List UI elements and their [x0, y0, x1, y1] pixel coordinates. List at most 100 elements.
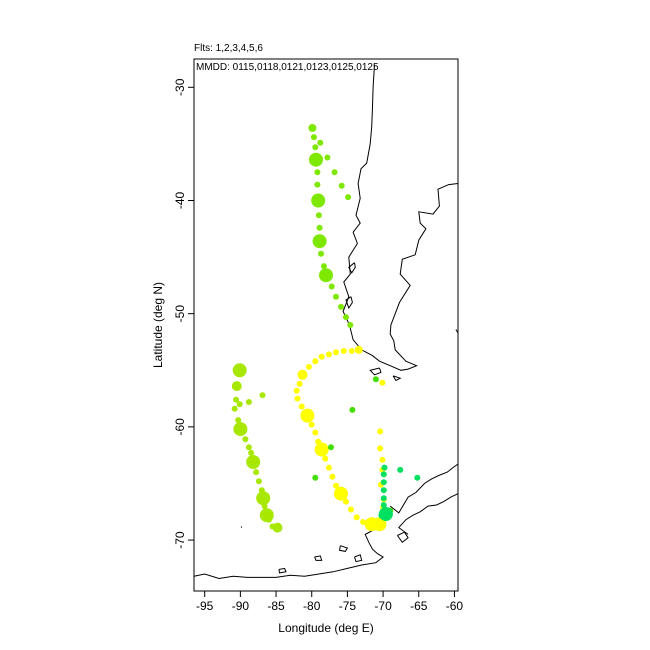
track-point	[360, 519, 367, 525]
y-tick-label: -70	[173, 531, 187, 549]
island-5	[314, 555, 323, 561]
x-tick-label: -85	[267, 599, 285, 613]
island-0	[345, 296, 353, 310]
track-point	[312, 144, 319, 151]
track-point	[331, 169, 338, 176]
track-point	[348, 348, 355, 354]
x-tick-label: -75	[339, 599, 357, 613]
track-point	[353, 514, 360, 521]
coastline-3	[398, 493, 459, 535]
track-point	[329, 473, 336, 480]
track-point	[345, 194, 352, 201]
track-point	[300, 408, 315, 423]
coastline-0	[342, 64, 459, 371]
track-point	[248, 449, 255, 456]
island-9	[240, 526, 243, 528]
track-point	[253, 469, 260, 476]
coastline-1	[193, 520, 385, 580]
track-point	[272, 522, 283, 533]
track-point	[311, 193, 326, 208]
track-point	[312, 358, 319, 365]
track-point	[318, 250, 324, 257]
track-point	[379, 379, 386, 386]
flight-track-layer	[231, 124, 421, 533]
track-point	[381, 464, 388, 471]
track-point	[242, 436, 249, 443]
track-point	[305, 363, 312, 370]
coastline-layer	[193, 64, 459, 580]
track-point	[380, 487, 387, 494]
island-1	[348, 262, 356, 274]
track-point	[334, 486, 348, 501]
track-point	[372, 376, 379, 383]
track-point	[348, 506, 354, 513]
track-point	[259, 392, 266, 399]
track-point	[312, 429, 319, 436]
track-point	[314, 442, 329, 457]
track-point	[245, 399, 252, 405]
track-point	[343, 498, 349, 505]
dates-label: MMDD: 0115,0118,0121,0123,0125,0125	[196, 62, 379, 73]
track-point	[347, 322, 354, 328]
coastline-4	[396, 531, 409, 544]
track-point	[325, 351, 332, 358]
track-point	[231, 381, 242, 392]
track-point	[378, 511, 387, 520]
track-point	[338, 303, 344, 310]
coastline-2	[389, 463, 459, 514]
track-point	[343, 314, 349, 321]
x-axis: -95 -90 -85 -80 -75 -70 -65 -60	[196, 591, 463, 613]
track-point	[380, 502, 387, 508]
y-axis: -30 -40 -50 -60 -70	[173, 78, 194, 549]
track-point	[380, 471, 387, 478]
track-point	[236, 401, 243, 408]
track-point	[314, 181, 321, 188]
island-3	[392, 375, 402, 382]
track-point	[232, 363, 247, 378]
track-point	[294, 395, 301, 402]
island-6	[339, 545, 349, 552]
y-tick-label: -30	[173, 78, 187, 96]
track-point	[314, 169, 321, 176]
track-point	[377, 428, 384, 435]
track-point	[255, 478, 262, 485]
x-axis-label: Longitude (deg E)	[278, 621, 373, 635]
x-tick-label: -70	[374, 599, 392, 613]
track-point	[322, 455, 329, 462]
track-point	[233, 422, 248, 437]
x-tick-label: -90	[232, 599, 250, 613]
y-axis-label: Latitude (deg N)	[151, 282, 165, 368]
track-point	[315, 212, 322, 219]
track-point	[317, 139, 324, 146]
plot-frame	[193, 58, 459, 592]
track-point	[349, 406, 356, 413]
x-tick-label: -80	[303, 599, 321, 613]
flights-label: Flts: 1,2,3,4,5,6	[194, 43, 263, 54]
track-point	[309, 152, 323, 167]
track-point	[233, 396, 240, 403]
track-point	[338, 182, 345, 189]
track-point	[316, 224, 323, 231]
track-point	[296, 380, 303, 387]
track-point	[333, 482, 339, 489]
x-tick-label: -95	[196, 599, 214, 613]
track-point	[380, 479, 387, 486]
track-point	[310, 134, 317, 141]
y-tick-label: -60	[173, 418, 187, 436]
track-point	[325, 464, 332, 471]
track-point	[312, 474, 319, 481]
track-point	[320, 263, 327, 270]
track-point	[377, 445, 384, 452]
island-7	[354, 554, 363, 563]
track-point	[414, 474, 421, 481]
track-point	[324, 154, 331, 161]
track-point	[245, 444, 252, 451]
track-point	[246, 455, 261, 469]
track-point	[308, 421, 315, 428]
track-point	[328, 444, 334, 451]
track-point	[308, 124, 317, 132]
track-point	[265, 516, 272, 523]
track-point	[340, 348, 347, 354]
track-point	[298, 403, 305, 410]
